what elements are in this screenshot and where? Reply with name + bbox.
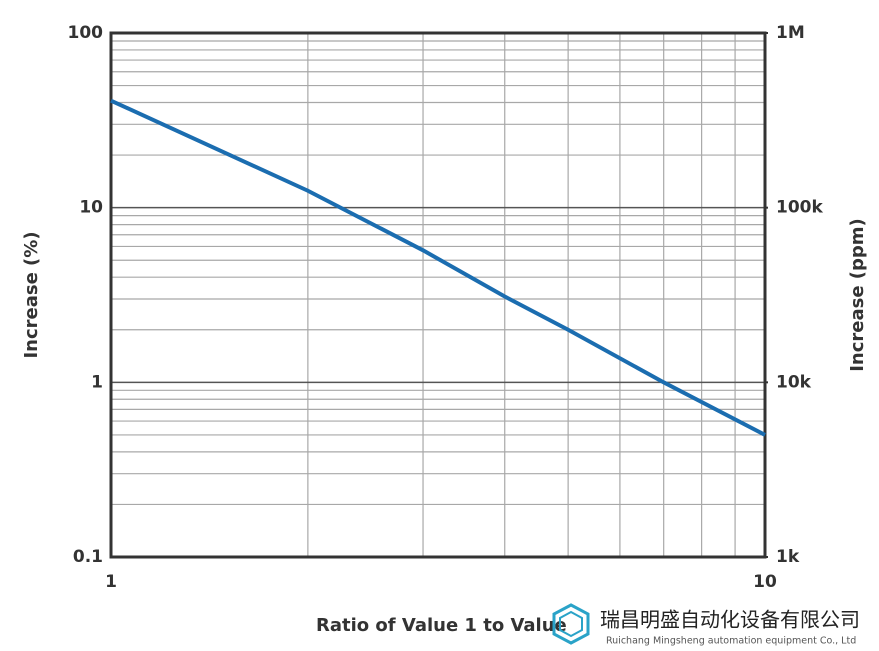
x-tick-label: 10 [753,572,777,592]
data-line [110,98,766,437]
y2-tick-label: 100k [776,198,823,218]
x-axis-title: Ratio of Value 1 to Value [316,615,567,636]
y-tick-label: 10 [79,198,103,218]
plot-frame [109,31,767,559]
x-tick-label: 1 [105,572,117,592]
y2-axis-title: Increase (ppm) [847,218,868,372]
watermark-name: 瑞昌明盛自动化设备有限公司 [600,608,860,632]
y-tick-label: 1 [91,372,103,392]
watermark-logo [552,603,590,645]
y2-tick-label: 10k [776,372,812,392]
y-axis-title: Increase (%) [21,231,42,358]
y-tick-label: 100 [68,23,104,43]
y2-tick-label: 1k [776,547,800,567]
y-tick-label: 0.1 [73,547,103,567]
watermark-subtitle: Ruichang Mingsheng automation equipment … [606,636,856,647]
y2-tick-label: 1M [776,23,805,43]
